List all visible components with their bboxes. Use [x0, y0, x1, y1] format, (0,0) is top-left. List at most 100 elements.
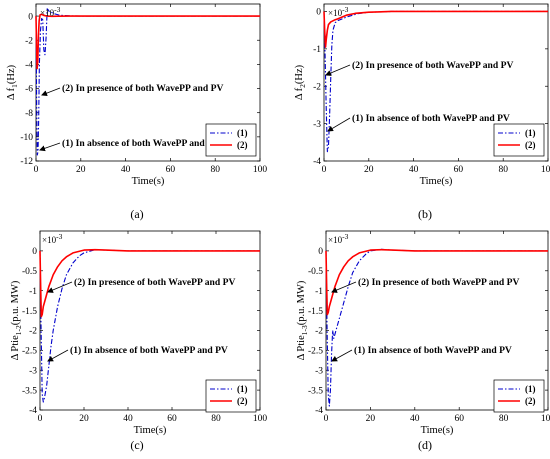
axis-exponent: ×10-3: [328, 5, 349, 18]
axis-exponent-base: ×10: [328, 8, 343, 18]
x-tick-label: 0: [34, 165, 39, 175]
y-tick-label: -12: [20, 157, 33, 167]
x-tick-label: 20: [76, 165, 86, 175]
plot-frame: [39, 230, 261, 411]
series-line-2: [325, 248, 548, 316]
x-tick-label: 20: [364, 165, 374, 175]
x-tick-label: 80: [211, 414, 221, 424]
axis-exponent-power: -3: [54, 5, 60, 14]
y-tick-label: -3: [315, 366, 323, 376]
x-tick-label: 40: [123, 414, 133, 424]
panel-label: (a): [130, 207, 143, 221]
legend-box: [205, 123, 257, 157]
y-tick-label: 0: [316, 8, 321, 18]
x-tick-label: 0: [38, 414, 43, 424]
panel-label: (d): [418, 438, 432, 452]
y-tick-label: -2: [315, 327, 323, 337]
legend-label-1: (1): [237, 128, 248, 138]
axis-exponent-base: ×10: [328, 235, 343, 245]
annotation-text: (2) In presence of both WavePP and PV: [74, 277, 235, 288]
annotation-arrow: [325, 64, 351, 76]
y-tick-label: -4: [29, 406, 37, 416]
x-tick-label: 60: [454, 414, 464, 424]
legend-label-2: (2): [525, 140, 536, 150]
x-tick-label: 100: [541, 165, 550, 175]
annotation-arrow: [331, 349, 353, 362]
legend-box: [205, 379, 257, 413]
y-tick-label: -0.5: [308, 267, 323, 277]
x-axis-label: Time(s): [421, 425, 454, 436]
y-tick-label: -2.5: [22, 347, 37, 357]
series-line-2: [323, 10, 548, 48]
x-tick-label: 40: [121, 165, 131, 175]
y-axis-label: Δ f2(Hz): [294, 64, 307, 100]
x-tick-label: 40: [410, 414, 420, 424]
legend-label-1: (1): [525, 128, 536, 138]
panel-label: (c): [130, 438, 143, 452]
y-tick-label: -0.5: [22, 267, 37, 277]
y-axis-label-unit: (Hz): [6, 64, 17, 84]
y-axis-label-main: Δ f: [6, 87, 17, 100]
y-tick-label: -2: [313, 82, 321, 92]
x-axis-label: Time(s): [420, 176, 453, 187]
series-line-2: [39, 248, 260, 318]
y-tick-label: -10: [20, 133, 33, 143]
legend-label-1: (1): [525, 384, 536, 394]
x-tick-label: 40: [409, 165, 419, 175]
x-axis-label: Time(s): [132, 176, 165, 187]
x-tick-label: 60: [454, 165, 464, 175]
y-tick-label: -6: [25, 85, 33, 95]
y-axis-label-sub: 1-2: [14, 325, 23, 335]
axis-exponent: ×10-3: [40, 5, 61, 18]
annotation-arrow: [331, 281, 357, 293]
y-tick-label: -3: [313, 120, 321, 130]
axis-exponent-power: -3: [342, 5, 348, 14]
x-tick-label: 20: [79, 414, 89, 424]
annotation-text: (2) In presence of both WavePP and PV: [358, 277, 519, 288]
x-tick-label: 20: [366, 414, 376, 424]
y-tick-label: -3.5: [22, 386, 37, 396]
y-tick-label: -4: [313, 157, 321, 167]
legend-label-2: (2): [525, 396, 536, 406]
y-axis-label-unit: (Hz): [294, 64, 305, 84]
annotation-arrow: [39, 142, 61, 152]
axis-exponent: ×10-3: [328, 232, 349, 245]
y-tick-label: 0: [28, 12, 33, 22]
annotation-text: (2) In presence of both WavePP and PV: [352, 60, 513, 71]
y-tick-label: -2: [25, 36, 33, 46]
chart-panel-a: 0 20 40 60 80 100 -12 -10 -8 -6 -4 -2 0 (2) In presen…: [6, 3, 268, 221]
y-tick-label: -2.5: [308, 347, 323, 357]
y-tick-label: -1: [29, 287, 37, 297]
panel-label: (b): [418, 207, 432, 221]
y-tick-label: -8: [25, 109, 33, 119]
chart-panel-d: 0 20 40 60 80 100 -4 -3.5 -3 -2.5 -2 -1.5 -1 -0.5 0 (2)…: [296, 230, 550, 452]
x-tick-label: 100: [253, 414, 268, 424]
y-tick-label: -3.5: [308, 386, 323, 396]
y-axis-label-sub: 1: [10, 84, 19, 88]
y-axis-label-unit: (p.u. MW): [10, 280, 21, 325]
legend-box: [493, 123, 545, 157]
y-tick-label: -2: [29, 327, 37, 337]
x-tick-label: 100: [541, 414, 550, 424]
annotation-text: (1) In absence of both WavePP and PV: [354, 345, 512, 356]
chart-panel-c: 0 20 40 60 80 100 -4 -3.5 -3 -2.5 -2 -1.5 -1 -0.5 0 (2)…: [10, 230, 268, 452]
y-axis-label: Δ f1(Hz): [6, 64, 19, 100]
legend-label-1: (1): [237, 384, 248, 394]
y-axis-label-main: Δ Ptie: [10, 335, 21, 360]
x-tick-label: 80: [499, 414, 509, 424]
x-tick-label: 0: [324, 414, 329, 424]
annotation-arrow: [41, 87, 61, 96]
annotation-text: (1) In absence of both WavePP and PV: [62, 138, 220, 149]
x-tick-label: 60: [167, 414, 177, 424]
axis-exponent-base: ×10: [40, 8, 55, 18]
annotation-text: (1) In absence of both WavePP and PV: [70, 345, 228, 356]
y-tick-label: -3: [29, 366, 37, 376]
y-tick-label: -1.5: [308, 307, 323, 317]
annotation-arrow: [47, 281, 73, 293]
x-tick-label: 80: [498, 165, 508, 175]
x-axis-label: Time(s): [134, 425, 167, 436]
x-tick-label: 100: [253, 165, 268, 175]
y-tick-label: 0: [318, 247, 323, 257]
annotation-arrow: [327, 117, 351, 132]
